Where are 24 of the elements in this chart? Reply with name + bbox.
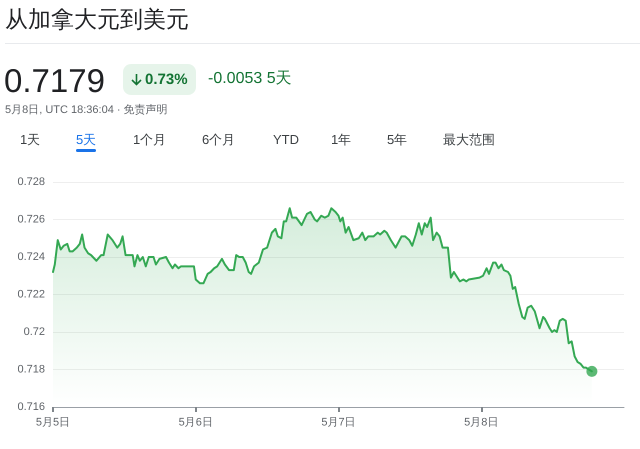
y-tick-label: 0.718 <box>17 364 45 376</box>
text: 0.73% <box>145 70 188 88</box>
text: 0.7179 <box>4 62 105 100</box>
x-tick-label: 5月7日 <box>321 416 356 428</box>
text: 5月8日, UTC 18:36:04 · 免责声明 <box>5 104 168 117</box>
y-tick-label: 0.728 <box>17 176 45 188</box>
text: 1个月 <box>133 132 166 148</box>
x-tick-label: 5月8日 <box>464 416 498 428</box>
text: YTD <box>273 132 299 148</box>
y-tick-label: 0.722 <box>17 288 45 300</box>
text: 5天 <box>76 132 96 148</box>
y-tick-label: 0.726 <box>17 214 45 226</box>
x-tick-label: 5月5日 <box>36 416 70 428</box>
y-tick-label: 0.716 <box>17 401 45 413</box>
y-tick-label: 0.72 <box>24 326 45 338</box>
text: -0.0053 5天 <box>208 70 292 88</box>
text: 最大范围 <box>443 132 495 148</box>
y-tick-label: 0.724 <box>17 251 45 263</box>
text: 5年 <box>387 132 408 148</box>
text: 1天 <box>20 132 40 148</box>
text: 6个月 <box>202 132 236 148</box>
x-tick-label: 5月6日 <box>178 416 213 428</box>
text: 1年 <box>331 132 352 148</box>
chart-title: 从加拿大元到美元 <box>5 6 189 32</box>
